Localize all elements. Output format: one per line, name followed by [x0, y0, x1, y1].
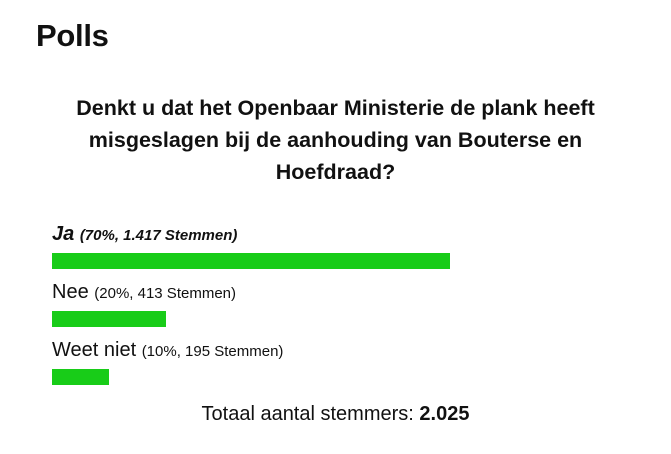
poll-option-weet-niet: Weet niet (10%, 195 Stemmen): [52, 336, 612, 394]
poll-option-label: Nee: [52, 281, 89, 303]
poll-option-line: Nee (20%, 413 Stemmen): [52, 278, 612, 308]
poll-bar-fill: [52, 311, 166, 327]
poll-option-label: Weet niet: [52, 339, 137, 361]
poll-bar-track: [52, 253, 612, 269]
poll-question: Denkt u dat het Openbaar Ministerie de p…: [76, 96, 595, 184]
poll-option-result: (10%, 195 Stemmen): [141, 343, 284, 360]
poll-total: Totaal aantal stemmers: 2.025: [0, 403, 671, 426]
poll-bar-fill: [52, 253, 450, 269]
poll-option-line: Ja (70%, 1.417 Stemmen): [52, 220, 612, 250]
polls-heading: Polls: [36, 18, 109, 53]
poll-option-label: Ja: [52, 223, 75, 245]
poll-bar-track: [52, 311, 612, 327]
poll-option-nee: Nee (20%, 413 Stemmen): [52, 278, 612, 336]
poll-total-value: 2.025: [419, 403, 470, 425]
poll-option-ja: Ja (70%, 1.417 Stemmen): [52, 220, 612, 278]
poll-total-label: Totaal aantal stemmers:: [201, 403, 414, 425]
poll-bar-fill: [52, 369, 109, 385]
poll-bar-track: [52, 369, 612, 385]
poll-option-result: (70%, 1.417 Stemmen): [79, 227, 238, 244]
poll-options: Ja (70%, 1.417 Stemmen) Nee (20%, 413 St…: [52, 220, 612, 394]
poll-option-result: (20%, 413 Stemmen): [94, 285, 236, 302]
poll-option-line: Weet niet (10%, 195 Stemmen): [52, 336, 612, 366]
